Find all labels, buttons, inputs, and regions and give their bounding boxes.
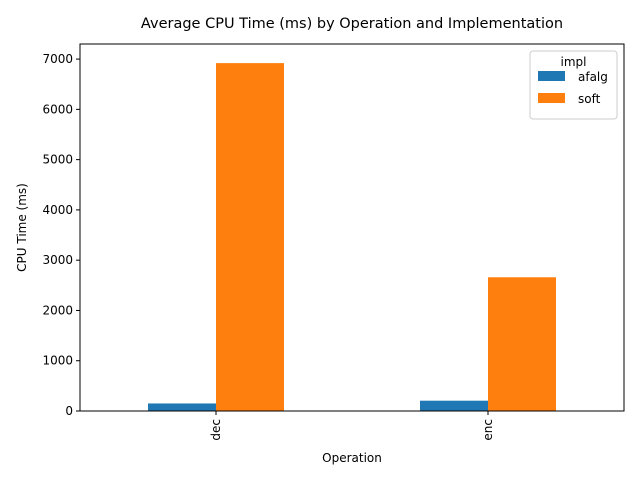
y-tick-label: 4000	[42, 203, 73, 217]
x-tick-label: dec	[209, 419, 223, 441]
y-tick-label: 7000	[42, 52, 73, 66]
bar-soft-enc	[488, 277, 556, 411]
y-tick-label: 1000	[42, 354, 73, 368]
y-axis-label: CPU Time (ms)	[15, 183, 29, 272]
bar-soft-dec	[216, 63, 284, 411]
y-tick-label: 0	[65, 404, 73, 418]
x-axis-label: Operation	[322, 451, 382, 465]
axes: 0 1000 2000 3000 4000 5000 6000 7000 dec enc	[42, 52, 495, 441]
plot-frame	[79, 43, 625, 412]
legend-label-afalg: afalg	[578, 70, 608, 84]
y-tick-label: 2000	[42, 303, 73, 317]
x-tick-label: enc	[481, 419, 495, 441]
legend-swatch-afalg	[538, 71, 565, 81]
legend-title: impl	[561, 55, 587, 69]
y-tick-label: 3000	[42, 253, 73, 267]
legend: impl afalg soft	[529, 50, 618, 120]
bar-afalg-enc	[420, 400, 488, 411]
y-tick-label: 6000	[42, 102, 73, 116]
legend-label-soft: soft	[578, 92, 601, 106]
y-tick-label: 5000	[42, 153, 73, 167]
bar-afalg-dec	[148, 403, 216, 411]
bars	[148, 63, 556, 411]
legend-swatch-soft	[538, 93, 565, 103]
chart-title: Average CPU Time (ms) by Operation and I…	[141, 16, 563, 32]
